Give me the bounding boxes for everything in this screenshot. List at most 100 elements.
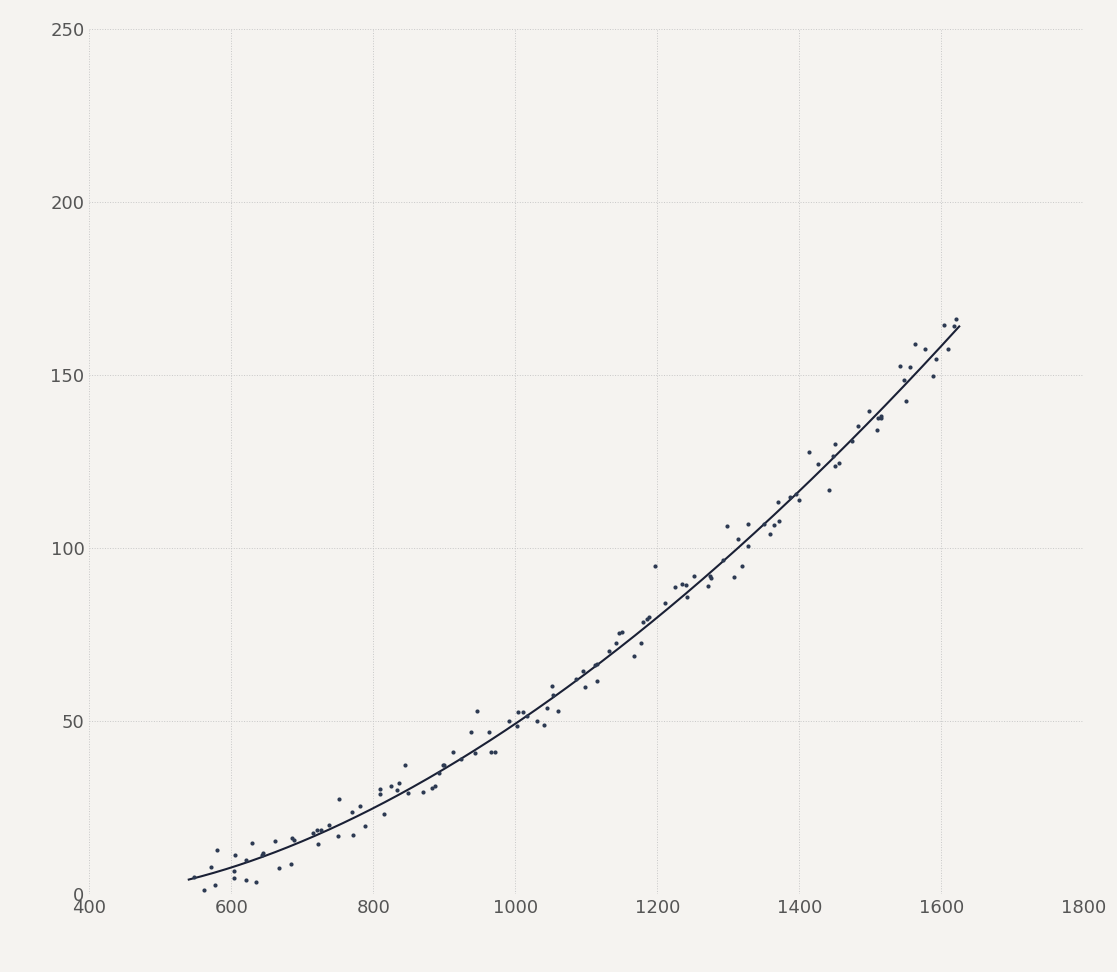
Point: [901, 359, 919, 374]
Point: [809, 456, 827, 471]
Point: [237, 872, 255, 887]
Point: [678, 589, 696, 605]
Point: [283, 856, 300, 872]
Point: [388, 782, 405, 798]
Point: [430, 765, 448, 781]
Point: [499, 713, 517, 729]
Point: [237, 851, 255, 867]
Point: [435, 757, 452, 773]
Point: [589, 673, 607, 688]
Point: [518, 709, 536, 724]
Point: [945, 319, 963, 334]
Point: [467, 746, 485, 761]
Point: [399, 785, 417, 801]
Point: [640, 609, 658, 625]
Point: [677, 576, 695, 592]
Point: [739, 538, 757, 553]
Point: [382, 778, 400, 793]
Point: [550, 704, 567, 719]
Point: [820, 483, 838, 499]
Point: [632, 636, 650, 651]
Point: [895, 372, 913, 388]
Point: [483, 744, 500, 759]
Point: [574, 663, 592, 678]
Point: [947, 311, 965, 327]
Point: [939, 341, 957, 357]
Point: [849, 419, 867, 434]
Point: [714, 552, 732, 568]
Point: [868, 423, 886, 438]
Point: [827, 436, 844, 452]
Point: [698, 577, 716, 593]
Point: [935, 318, 953, 333]
Point: [823, 448, 841, 464]
Point: [701, 568, 719, 583]
Point: [435, 757, 452, 773]
Point: [612, 624, 630, 640]
Point: [328, 828, 346, 844]
Point: [585, 657, 603, 673]
Point: [304, 825, 322, 841]
Point: [666, 579, 684, 595]
Point: [414, 784, 432, 800]
Point: [770, 513, 787, 529]
Point: [185, 870, 203, 885]
Point: [252, 847, 270, 862]
Point: [390, 776, 408, 791]
Point: [755, 516, 773, 532]
Point: [343, 805, 361, 820]
Point: [891, 358, 909, 373]
Point: [375, 806, 393, 821]
Point: [638, 611, 656, 627]
Point: [588, 656, 605, 672]
Point: [225, 870, 242, 885]
Point: [344, 827, 362, 843]
Point: [624, 648, 642, 664]
Point: [269, 860, 287, 876]
Point: [872, 408, 890, 424]
Point: [462, 724, 480, 740]
Point: [254, 846, 271, 861]
Point: [426, 778, 443, 793]
Point: [514, 705, 532, 720]
Point: [825, 458, 843, 473]
Point: [452, 751, 470, 767]
Point: [907, 336, 925, 352]
Point: [352, 798, 370, 814]
Point: [321, 817, 338, 833]
Point: [202, 859, 220, 875]
Point: [734, 559, 752, 574]
Point: [509, 704, 527, 719]
Point: [647, 558, 665, 573]
Point: [916, 341, 934, 357]
Point: [371, 781, 389, 796]
Point: [725, 570, 743, 585]
Point: [183, 892, 201, 908]
Point: [575, 678, 593, 694]
Point: [247, 874, 265, 889]
Point: [924, 368, 942, 384]
Point: [543, 678, 561, 694]
Point: [610, 626, 628, 642]
Point: [897, 393, 915, 408]
Point: [718, 518, 736, 534]
Point: [480, 724, 498, 740]
Point: [544, 687, 562, 703]
Point: [739, 516, 757, 532]
Point: [207, 878, 225, 893]
Point: [634, 614, 652, 630]
Point: [535, 717, 553, 733]
Point: [242, 835, 260, 850]
Point: [657, 595, 675, 610]
Point: [266, 834, 284, 850]
Point: [927, 351, 945, 366]
Point: [285, 833, 303, 849]
Point: [685, 569, 703, 584]
Point: [195, 883, 213, 898]
Point: [842, 434, 860, 449]
Point: [781, 490, 799, 505]
Point: [226, 848, 244, 863]
Point: [209, 843, 227, 858]
Point: [468, 703, 486, 718]
Point: [537, 701, 555, 716]
